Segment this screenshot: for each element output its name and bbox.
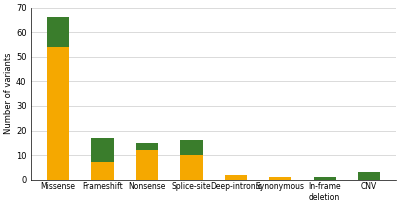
Bar xyxy=(136,143,158,150)
Bar xyxy=(47,47,69,180)
Bar xyxy=(92,163,114,180)
Bar xyxy=(269,177,292,180)
Bar xyxy=(225,175,247,180)
Bar xyxy=(47,18,69,47)
Bar xyxy=(92,138,114,163)
Bar xyxy=(180,155,202,180)
Y-axis label: Number of variants: Number of variants xyxy=(4,53,13,134)
Bar xyxy=(358,172,380,180)
Bar xyxy=(314,177,336,180)
Bar xyxy=(180,140,202,155)
Bar xyxy=(136,150,158,180)
